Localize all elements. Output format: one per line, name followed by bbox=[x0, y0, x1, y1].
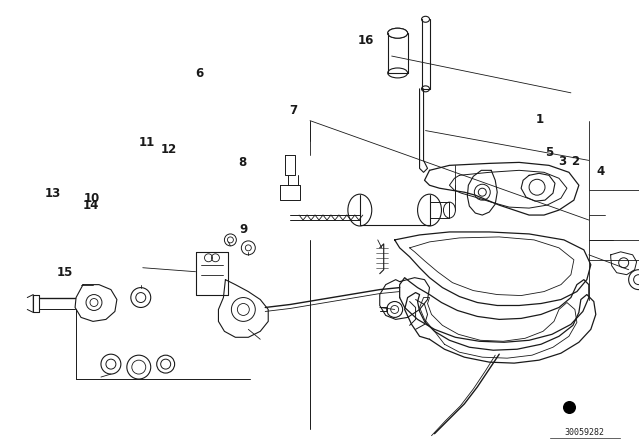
Text: 1: 1 bbox=[536, 113, 544, 126]
Text: 10: 10 bbox=[84, 192, 100, 205]
Point bbox=[564, 403, 574, 410]
Text: 3: 3 bbox=[558, 155, 566, 168]
Text: 11: 11 bbox=[138, 137, 155, 150]
Text: 14: 14 bbox=[83, 199, 99, 212]
Text: 8: 8 bbox=[238, 156, 246, 169]
Text: 4: 4 bbox=[596, 165, 605, 178]
Text: 6: 6 bbox=[195, 67, 203, 80]
Text: 16: 16 bbox=[358, 34, 374, 47]
Text: 5: 5 bbox=[545, 146, 554, 159]
Text: 7: 7 bbox=[289, 103, 298, 116]
Text: 2: 2 bbox=[571, 155, 579, 168]
Ellipse shape bbox=[388, 28, 408, 38]
Text: 13: 13 bbox=[44, 187, 61, 200]
Text: 9: 9 bbox=[239, 223, 248, 236]
Text: 15: 15 bbox=[57, 267, 74, 280]
Text: 30059282: 30059282 bbox=[565, 428, 605, 437]
Text: 12: 12 bbox=[160, 143, 177, 156]
